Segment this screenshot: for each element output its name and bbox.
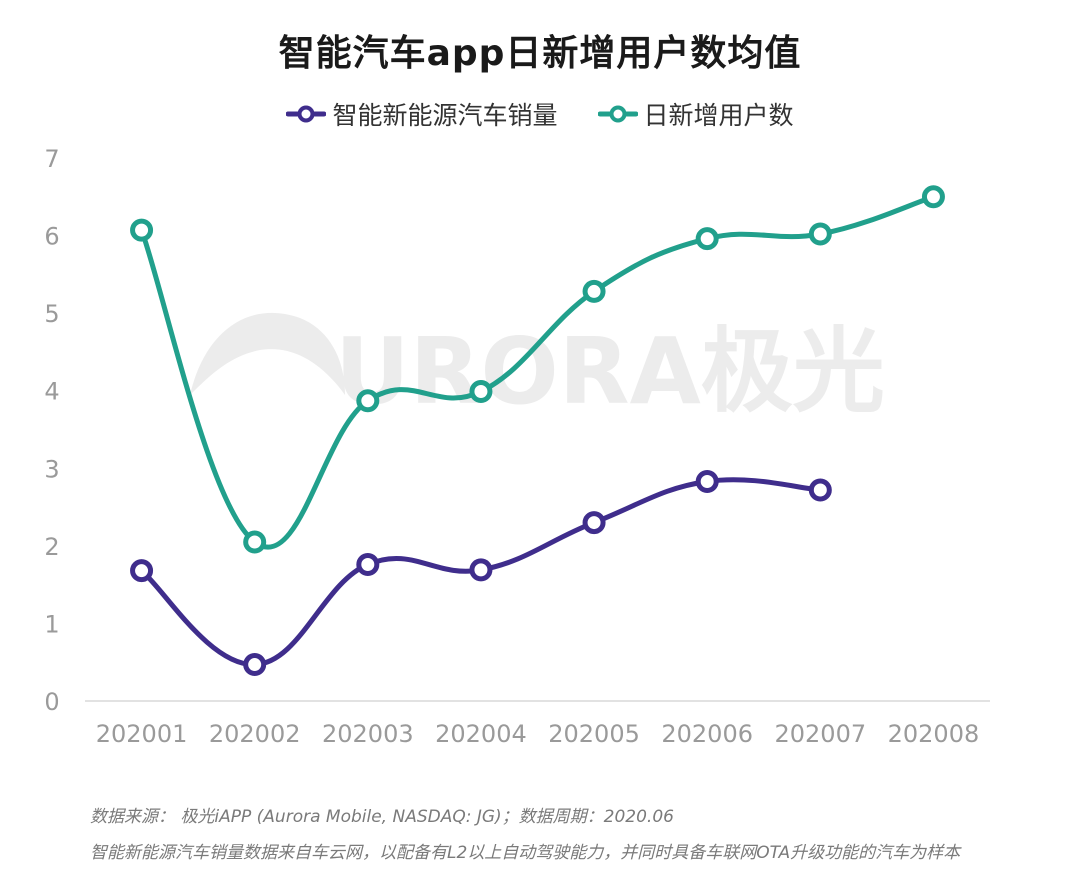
x-tick-label: 202004: [435, 720, 527, 748]
data-point-new-users: [130, 218, 154, 242]
x-tick-label: 202007: [775, 720, 867, 748]
footer-source: 数据来源： 极光iAPP (Aurora Mobile, NASDAQ: JG)…: [90, 807, 674, 827]
legend-swatch-sales: [286, 105, 327, 123]
data-point-new-users: [582, 279, 606, 303]
data-point-sales: [582, 511, 606, 535]
watermark: URORA极光: [190, 312, 885, 425]
x-tick-label: 202006: [661, 720, 753, 748]
legend-label-new-users: 日新增用户数: [643, 101, 794, 130]
legend-item-sales[interactable]: 智能新能源汽车销量: [286, 96, 558, 132]
aurora-logo-mark: [190, 312, 345, 395]
data-point-new-users: [808, 222, 832, 246]
chart-title: 智能汽车app日新增用户数均值: [278, 33, 802, 74]
y-tick-label: 0: [44, 688, 59, 716]
x-tick-label: 202005: [548, 720, 640, 748]
data-point-new-users: [695, 227, 719, 251]
series: [130, 185, 945, 677]
y-tick-label: 3: [44, 455, 59, 483]
y-tick-label: 1: [44, 610, 59, 638]
y-tick-label: 2: [44, 533, 59, 561]
data-point-sales: [695, 469, 719, 493]
y-tick-label: 7: [44, 145, 59, 173]
data-point-new-users: [469, 379, 493, 403]
footer-note: 智能新能源汽车销量数据来自车云网，以配备有L2以上自动驾驶能力，并同时具备车联网…: [90, 843, 961, 863]
y-tick-label: 6: [44, 223, 59, 251]
data-point-sales: [243, 653, 267, 677]
y-tick-label: 4: [44, 378, 59, 406]
legend-label-sales: 智能新能源汽车销量: [332, 101, 558, 130]
watermark-text: URORA极光: [335, 318, 885, 425]
legend: 智能新能源汽车销量 日新增用户数: [0, 96, 1080, 132]
data-point-new-users: [921, 185, 945, 209]
data-point-sales: [808, 478, 832, 502]
data-point-sales: [356, 552, 380, 576]
legend-swatch-new-users: [597, 105, 638, 123]
axes: 0 1 2 3 4 5 6 7 202001 202002 202003 202004 202005 20…: [44, 145, 990, 748]
x-tick-label: 202003: [322, 720, 414, 748]
line-chart: URORA极光 0 1 2 3 4 5 6 7 202001 202002 202003 202004…: [44, 145, 990, 748]
data-point-new-users: [243, 530, 267, 554]
x-tick-label: 202001: [96, 720, 188, 748]
x-tick-label: 202008: [888, 720, 980, 748]
x-tick-label: 202002: [209, 720, 301, 748]
y-tick-label: 5: [44, 300, 59, 328]
data-point-new-users: [356, 389, 380, 413]
data-point-sales: [469, 558, 493, 582]
legend-item-new-users[interactable]: 日新增用户数: [597, 96, 794, 132]
data-point-sales: [130, 559, 154, 583]
